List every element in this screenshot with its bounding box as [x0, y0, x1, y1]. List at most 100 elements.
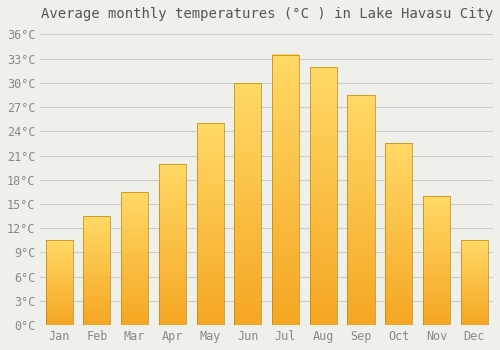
Bar — [385, 209, 412, 211]
Bar — [159, 298, 186, 299]
Bar — [46, 272, 73, 273]
Bar — [310, 116, 337, 118]
Bar — [234, 228, 262, 231]
Bar — [196, 267, 224, 269]
Bar — [348, 212, 374, 215]
Bar — [196, 291, 224, 293]
Bar — [159, 323, 186, 325]
Bar — [46, 243, 73, 244]
Bar — [310, 268, 337, 271]
Bar — [196, 305, 224, 307]
Bar — [385, 243, 412, 245]
Bar — [121, 257, 148, 259]
Bar — [121, 280, 148, 281]
Bar — [272, 285, 299, 287]
Bar — [121, 292, 148, 293]
Bar — [310, 134, 337, 136]
Bar — [234, 105, 262, 107]
Bar — [348, 191, 374, 194]
Bar — [310, 320, 337, 323]
Bar — [234, 168, 262, 170]
Bar — [348, 217, 374, 219]
Bar — [159, 309, 186, 311]
Bar — [84, 229, 110, 230]
Bar — [46, 308, 73, 309]
Bar — [46, 241, 73, 242]
Bar — [46, 320, 73, 321]
Bar — [348, 171, 374, 173]
Bar — [348, 187, 374, 189]
Bar — [84, 265, 110, 266]
Bar — [234, 160, 262, 163]
Bar — [46, 281, 73, 282]
Bar — [385, 267, 412, 269]
Bar — [348, 286, 374, 288]
Bar — [121, 300, 148, 301]
Bar — [272, 92, 299, 95]
Bar — [348, 166, 374, 169]
Bar — [272, 266, 299, 268]
Bar — [159, 249, 186, 251]
Bar — [121, 205, 148, 206]
Bar — [196, 238, 224, 240]
Bar — [385, 170, 412, 173]
Bar — [460, 261, 488, 262]
Bar — [310, 186, 337, 188]
Bar — [348, 189, 374, 192]
Bar — [385, 220, 412, 222]
Bar — [385, 254, 412, 256]
Bar — [121, 200, 148, 201]
Bar — [385, 271, 412, 273]
Bar — [84, 231, 110, 232]
Bar — [159, 275, 186, 277]
Bar — [121, 313, 148, 315]
Bar — [385, 156, 412, 158]
Bar — [272, 209, 299, 211]
Bar — [159, 256, 186, 257]
Bar — [460, 280, 488, 281]
Bar — [84, 255, 110, 257]
Bar — [272, 217, 299, 220]
Bar — [196, 212, 224, 214]
Bar — [234, 153, 262, 155]
Bar — [348, 185, 374, 187]
Bar — [348, 293, 374, 295]
Bar — [423, 314, 450, 315]
Bar — [121, 305, 148, 307]
Bar — [121, 251, 148, 252]
Bar — [272, 119, 299, 122]
Bar — [196, 293, 224, 295]
Bar — [234, 226, 262, 228]
Bar — [84, 227, 110, 228]
Bar — [234, 204, 262, 206]
Bar — [423, 292, 450, 293]
Bar — [196, 226, 224, 228]
Bar — [310, 157, 337, 160]
Bar — [310, 310, 337, 312]
Bar — [84, 264, 110, 265]
Bar — [348, 229, 374, 231]
Bar — [460, 257, 488, 258]
Bar — [121, 276, 148, 277]
Bar — [196, 222, 224, 224]
Bar — [348, 169, 374, 171]
Bar — [159, 231, 186, 233]
Bar — [84, 296, 110, 297]
Bar — [121, 322, 148, 324]
Bar — [84, 315, 110, 316]
Bar — [46, 317, 73, 318]
Bar — [196, 321, 224, 323]
Bar — [196, 123, 224, 325]
Bar — [159, 238, 186, 239]
Bar — [423, 307, 450, 308]
Bar — [121, 237, 148, 239]
Bar — [423, 224, 450, 226]
Bar — [310, 260, 337, 263]
Bar — [196, 276, 224, 279]
Bar — [310, 118, 337, 121]
Bar — [234, 180, 262, 182]
Bar — [460, 259, 488, 260]
Bar — [234, 272, 262, 274]
Bar — [348, 240, 374, 242]
Bar — [385, 287, 412, 289]
